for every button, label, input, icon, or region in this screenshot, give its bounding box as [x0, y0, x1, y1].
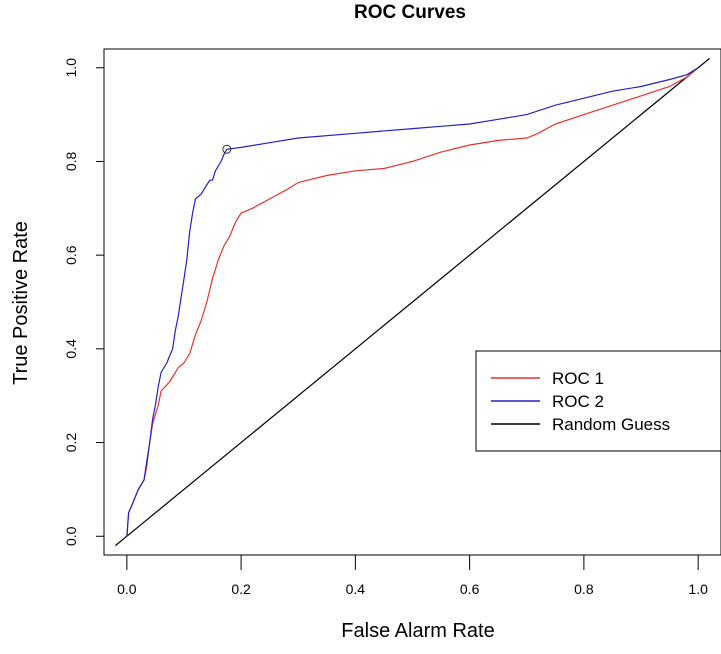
legend-label-roc-2: ROC 2: [552, 392, 604, 411]
x-tick-label: 0.8: [574, 581, 594, 597]
x-tick-label: 0.0: [117, 581, 137, 597]
threshold-marker: [222, 144, 232, 154]
y-axis: 0.0 0.2 0.4 0.6 0.8 1.0: [63, 58, 104, 546]
x-axis-label: False Alarm Rate: [341, 620, 494, 642]
y-axis-label: True Positive Rate: [10, 221, 32, 385]
x-axis: 0.0 0.2 0.4 0.6 0.8 1.0: [117, 555, 708, 597]
series-line-roc-2: [126, 67, 699, 537]
x-tick-label: 0.2: [231, 581, 251, 597]
plot-area-frame: [103, 48, 721, 556]
x-tick-label: 0.6: [460, 581, 480, 597]
y-tick-label: 0.4: [63, 339, 79, 359]
y-tick-label: 0.0: [63, 526, 79, 546]
y-tick-label: 0.2: [63, 433, 79, 453]
legend-label-random-guess: Random Guess: [552, 415, 670, 434]
chart-title: ROC Curves: [354, 2, 466, 23]
legend: ROC 1 ROC 2 Random Guess: [475, 350, 721, 452]
series-line-random-guess: [115, 57, 710, 547]
y-tick-label: 0.8: [63, 152, 79, 172]
series-layer: [115, 57, 710, 547]
x-tick-label: 0.4: [346, 581, 366, 597]
y-tick-label: 0.6: [63, 245, 79, 265]
x-tick-label: 1.0: [688, 581, 708, 597]
series-line-roc-1: [126, 67, 699, 537]
legend-label-roc-1: ROC 1: [552, 369, 604, 388]
y-tick-label: 1.0: [63, 58, 79, 78]
